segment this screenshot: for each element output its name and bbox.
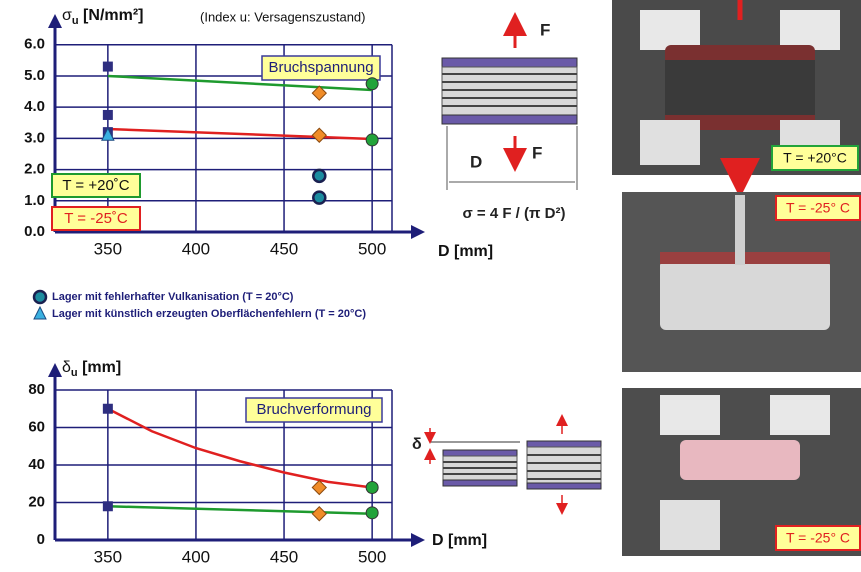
y-tick-label: 6.0 — [24, 36, 45, 53]
square-marker — [103, 404, 113, 414]
slide: F F D σ = 4 F / (π D²) δ T — [0, 0, 861, 567]
x-tick-label: 450 — [270, 547, 298, 566]
formula: σ = 4 F / (π D²) — [462, 205, 565, 222]
y-tick-label: 0.0 — [24, 223, 45, 240]
force-label: F — [540, 20, 550, 39]
photos: T = +20°C T = -25° C T = -25° C — [612, 0, 861, 556]
y-tick-label: 20 — [28, 493, 45, 510]
y-axis-arrow — [48, 363, 62, 377]
y-axis-symbol: σ — [62, 7, 72, 24]
deformation-diagram: δ — [412, 420, 601, 509]
y-axis-label: δu [mm] — [62, 359, 121, 379]
line-label: T = +20˚C — [62, 177, 129, 194]
x-axis-arrow — [411, 225, 425, 239]
circle-marker — [313, 170, 325, 182]
deformation-label: δ — [412, 436, 422, 453]
circle-marker — [366, 482, 378, 494]
line-label: T = -25˚C — [64, 210, 128, 227]
diamond-marker — [312, 481, 326, 495]
circle-marker — [366, 134, 378, 146]
square-marker — [103, 62, 113, 72]
photo-label: T = -25° C — [786, 200, 850, 216]
y-tick-label: 1.0 — [24, 192, 45, 209]
y-tick-label: 80 — [28, 381, 45, 398]
x-tick-label: 400 — [182, 547, 210, 566]
force-label: F — [532, 143, 542, 162]
y-axis-label: σu [N/mm²] — [62, 7, 144, 27]
legend-label: Lager mit fehlerhafter Vulkanisation (T … — [52, 291, 294, 303]
photo-label: T = +20°C — [783, 150, 847, 166]
circle-marker — [366, 78, 378, 90]
diamond-marker — [312, 507, 326, 521]
y-axis-subscript: u — [72, 15, 79, 27]
circle-marker — [313, 192, 325, 204]
y-axis-symbol: δ — [62, 359, 71, 376]
x-tick-label: 350 — [94, 547, 122, 566]
box-label: Bruchverformung — [256, 401, 371, 418]
square-marker — [103, 110, 113, 120]
specimen-diagram: F F D σ = 4 F / (π D²) — [442, 20, 577, 221]
x-tick-label: 400 — [182, 239, 210, 258]
fit-line — [108, 506, 372, 514]
box-label: Bruchspannung — [268, 59, 373, 76]
x-tick-label: 500 — [358, 239, 386, 258]
y-tick-label: 0 — [37, 531, 45, 548]
x-axis-arrow — [411, 533, 425, 547]
y-tick-label: 2.0 — [24, 161, 45, 178]
x-axis-label: D [mm] — [438, 243, 493, 260]
y-tick-label: 60 — [28, 418, 45, 435]
square-marker — [103, 501, 113, 511]
y-tick-label: 4.0 — [24, 98, 45, 115]
x-tick-label: 500 — [358, 547, 386, 566]
legend-marker — [34, 307, 46, 319]
photo-label: T = -25° C — [786, 530, 850, 546]
y-axis-arrow — [48, 14, 62, 28]
circle-marker — [366, 507, 378, 519]
y-tick-label: 40 — [28, 456, 45, 473]
note: (Index u: Versagenszustand) — [200, 9, 366, 24]
y-tick-label: 5.0 — [24, 67, 45, 84]
legend-marker — [34, 291, 46, 303]
x-axis-label: D [mm] — [432, 532, 487, 549]
x-tick-label: 350 — [94, 239, 122, 258]
diameter-label: D — [470, 152, 482, 171]
y-axis-subscript: u — [71, 367, 78, 379]
legend-label: Lager mit künstlich erzeugten Oberfläche… — [52, 308, 366, 320]
y-axis-unit: [N/mm²] — [79, 7, 144, 24]
diamond-marker — [312, 128, 326, 142]
x-tick-label: 450 — [270, 239, 298, 258]
fit-line — [108, 129, 372, 139]
y-tick-label: 3.0 — [24, 129, 45, 146]
y-axis-unit: [mm] — [78, 359, 122, 376]
